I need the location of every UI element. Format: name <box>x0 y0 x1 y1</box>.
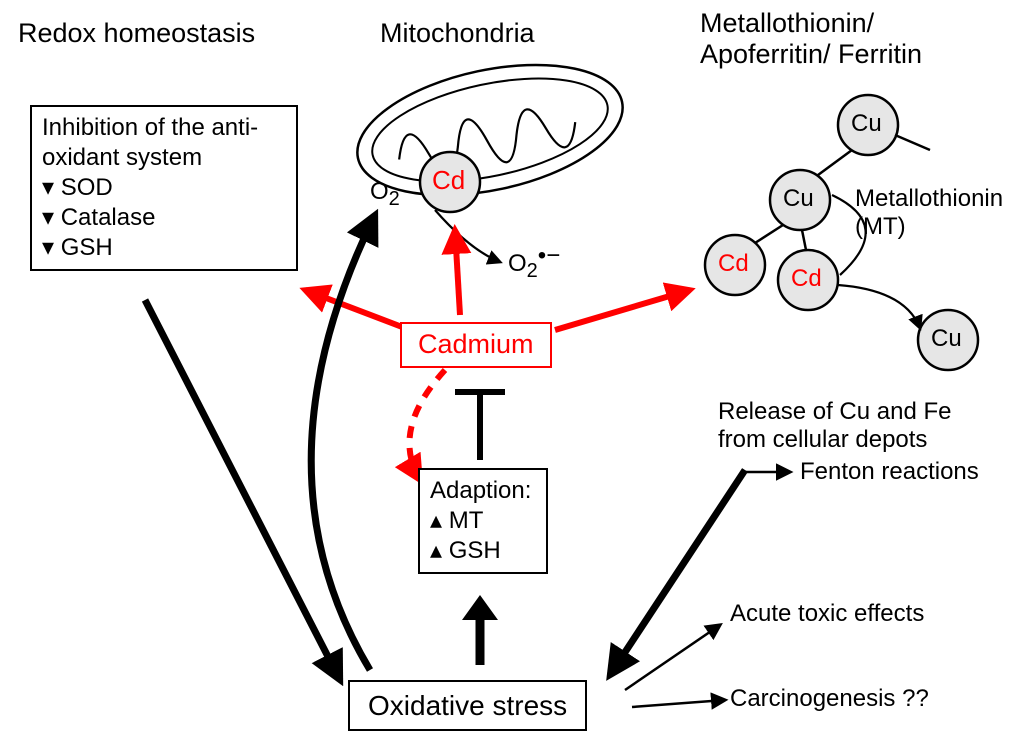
carcino-text: Carcinogenesis ?? <box>730 685 929 713</box>
adaption-title: Adaption: <box>430 476 536 506</box>
oxidative-stress-box: Oxidative stress <box>348 680 587 731</box>
arrow-release-to-oxstress <box>610 470 745 675</box>
adaption-item-mt: ▴ MT <box>430 506 536 536</box>
o2-label: O2 <box>370 178 400 211</box>
mito-cd-label: Cd <box>432 166 465 196</box>
inhibition-item-gsh: ▾ GSH <box>42 233 286 263</box>
mt-release-arrow <box>838 285 920 328</box>
red-arrow-to-inhibition <box>305 290 410 330</box>
acute-text: Acute toxic effects <box>730 600 924 628</box>
cu-out-label: Cu <box>931 325 962 353</box>
cu-top-label: Cu <box>851 110 882 138</box>
arrow-oxstress-to-adaption <box>462 595 498 665</box>
arrow-to-carcino <box>632 700 725 707</box>
cd-left-label: Cd <box>718 250 749 278</box>
inhibition-box: Inhibition of the anti- oxidant system ▾… <box>30 105 298 271</box>
mt-label: Metallothionin (MT) <box>855 185 1003 240</box>
fenton-text: Fenton reactions <box>800 458 979 486</box>
inhibition-item-sod: ▾ SOD <box>42 173 286 203</box>
arrow-oxstress-to-mito <box>311 215 375 670</box>
o2-to-superoxide <box>435 210 500 262</box>
adaption-box: Adaption: ▴ MT ▴ GSH <box>418 468 548 574</box>
release-text: Release of Cu and Fe from cellular depot… <box>718 398 951 453</box>
cu-mid-label: Cu <box>783 185 814 213</box>
adaption-item-gsh: ▴ GSH <box>430 536 536 566</box>
header-metal: Metallothionin/ Apoferritin/ Ferritin <box>700 8 922 70</box>
cadmium-box: Cadmium <box>400 322 552 368</box>
inhibition-item-catalase: ▾ Catalase <box>42 203 286 233</box>
red-arrow-to-mito <box>455 230 460 315</box>
red-dashed-to-adaption <box>409 370 445 480</box>
header-redox: Redox homeostasis <box>18 18 255 49</box>
inhibition-title: Inhibition of the anti- oxidant system <box>42 113 286 173</box>
tbar-adaption-to-cadmium <box>455 392 505 460</box>
red-arrow-to-metal <box>555 290 690 330</box>
header-mito: Mitochondria <box>380 18 535 49</box>
cd-right-label: Cd <box>791 265 822 293</box>
superoxide-label: O2•− <box>508 250 560 283</box>
